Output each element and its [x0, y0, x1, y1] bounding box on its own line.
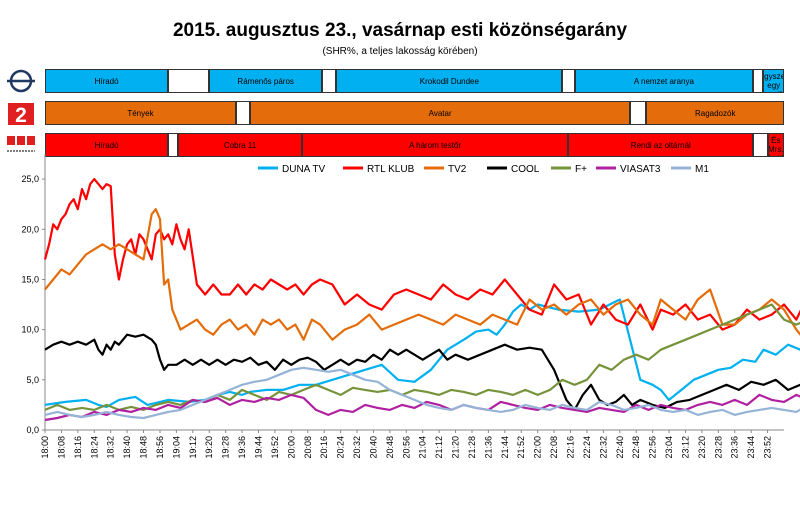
x-tick-label-22: 20:56	[401, 436, 411, 459]
x-tick-label-20: 20:40	[368, 436, 378, 459]
x-tick-label-35: 22:40	[615, 436, 625, 459]
program-2-0: Híradó	[45, 133, 169, 157]
x-tick-label-7: 18:56	[155, 436, 165, 459]
duna-logo-icon	[6, 68, 36, 94]
program-0-5	[562, 69, 575, 93]
legend-label-1: RTL KLUB	[367, 164, 415, 175]
program-0-4: Krokodil Dundee	[336, 69, 563, 93]
legend-label-3: COOL	[511, 164, 540, 175]
x-tick-label-33: 22:24	[582, 436, 592, 459]
program-1-3	[630, 101, 647, 125]
x-tick-label-32: 22:16	[566, 436, 576, 459]
y-tick-label-5: 25,0	[21, 174, 39, 184]
x-tick-label-8: 19:04	[171, 436, 181, 459]
x-tick-label-37: 22:56	[648, 436, 658, 459]
program-2-2: Cobra 11	[178, 133, 302, 157]
series-line-cool	[44, 333, 800, 411]
program-1-4: Ragadozók	[646, 101, 784, 125]
series-line-tv2	[44, 208, 800, 341]
program-2-5	[753, 133, 768, 157]
x-tick-label-41: 23:28	[713, 436, 723, 459]
legend-label-6: M1	[695, 164, 709, 175]
x-tick-label-17: 20:16	[319, 436, 329, 459]
x-tick-label-0: 18:00	[40, 436, 50, 459]
x-tick-label-40: 23:20	[697, 436, 707, 459]
series-line-duna-tv	[44, 298, 800, 408]
program-2-4: Rendi az oltárnál	[568, 133, 754, 157]
x-tick-label-30: 22:00	[533, 436, 543, 459]
program-0-1	[168, 69, 210, 93]
y-tick-label-0: 0,0	[26, 425, 39, 435]
x-tick-label-21: 20:48	[385, 436, 395, 459]
y-tick-label-2: 10,0	[21, 325, 39, 335]
y-tick-label-4: 20,0	[21, 224, 39, 234]
x-tick-label-27: 21:36	[483, 436, 493, 459]
x-tick-label-23: 21:04	[418, 436, 428, 459]
chart-title: 2015. augusztus 23., vasárnap esti közön…	[172, 20, 628, 41]
legend-label-5: VIASAT3	[620, 164, 661, 175]
rtl-klub-logo-icon	[6, 133, 36, 159]
program-0-3	[322, 69, 337, 93]
program-1-0: Tények	[45, 101, 236, 125]
x-tick-label-2: 18:16	[73, 436, 83, 459]
program-2-6: Mr. És Mrs. Smith	[767, 133, 784, 157]
x-tick-label-44: 23:52	[763, 436, 773, 459]
x-tick-label-31: 22:08	[549, 436, 559, 459]
program-1-2: Avatar	[250, 101, 631, 125]
x-tick-label-19: 20:32	[352, 436, 362, 459]
program-2-3: A három testőr	[301, 133, 569, 157]
x-tick-label-25: 21:20	[451, 436, 461, 459]
program-0-7	[753, 69, 764, 93]
program-0-8: Volt egyszer egy Amerika	[763, 69, 784, 93]
y-tick-label-3: 15,0	[21, 274, 39, 284]
x-tick-label-3: 18:24	[89, 436, 99, 459]
x-tick-label-43: 23:44	[746, 436, 756, 459]
x-tick-label-26: 21:28	[467, 436, 477, 459]
x-tick-label-36: 22:48	[631, 436, 641, 459]
chart-subtitle: (SHR%, a teljes lakosság körében)	[322, 46, 478, 57]
x-tick-label-24: 21:12	[434, 436, 444, 459]
tv2-logo-icon: 2	[6, 101, 36, 127]
y-tick-label-1: 5,0	[26, 375, 39, 385]
x-tick-label-4: 18:32	[106, 436, 116, 459]
program-0-6: A nemzet aranya	[574, 69, 754, 93]
x-tick-label-15: 20:00	[286, 436, 296, 459]
series-line-viasat3	[44, 393, 800, 422]
x-tick-label-18: 20:24	[336, 436, 346, 459]
x-tick-label-5: 18:40	[122, 436, 132, 459]
x-tick-label-16: 20:08	[303, 436, 313, 459]
x-tick-label-42: 23:36	[730, 436, 740, 459]
program-2-1	[168, 133, 179, 157]
program-1-1	[235, 101, 251, 125]
x-tick-label-13: 19:44	[253, 436, 263, 459]
x-tick-label-1: 18:08	[56, 436, 66, 459]
x-tick-label-12: 19:36	[237, 436, 247, 459]
x-tick-label-14: 19:52	[270, 436, 280, 459]
x-tick-label-11: 19:28	[221, 436, 231, 459]
series-line-m1	[44, 366, 800, 420]
series-line-rtl-klub	[43, 178, 800, 331]
legend-label-2: TV2	[448, 164, 467, 175]
x-tick-label-34: 22:32	[598, 436, 608, 459]
legend-label-0: DUNA TV	[282, 164, 325, 175]
x-tick-label-9: 19:12	[188, 436, 198, 459]
x-tick-label-6: 18:48	[139, 436, 149, 459]
x-tick-label-39: 23:12	[680, 436, 690, 459]
x-tick-label-29: 21:52	[516, 436, 526, 459]
program-0-0: Híradó	[45, 69, 169, 93]
x-tick-label-10: 19:20	[204, 436, 214, 459]
x-tick-label-38: 23:04	[664, 436, 674, 459]
svg-text:2: 2	[15, 104, 27, 127]
legend-label-4: F+	[575, 164, 587, 175]
program-0-2: Rámenős páros	[209, 69, 323, 93]
x-tick-label-28: 21:44	[500, 436, 510, 459]
